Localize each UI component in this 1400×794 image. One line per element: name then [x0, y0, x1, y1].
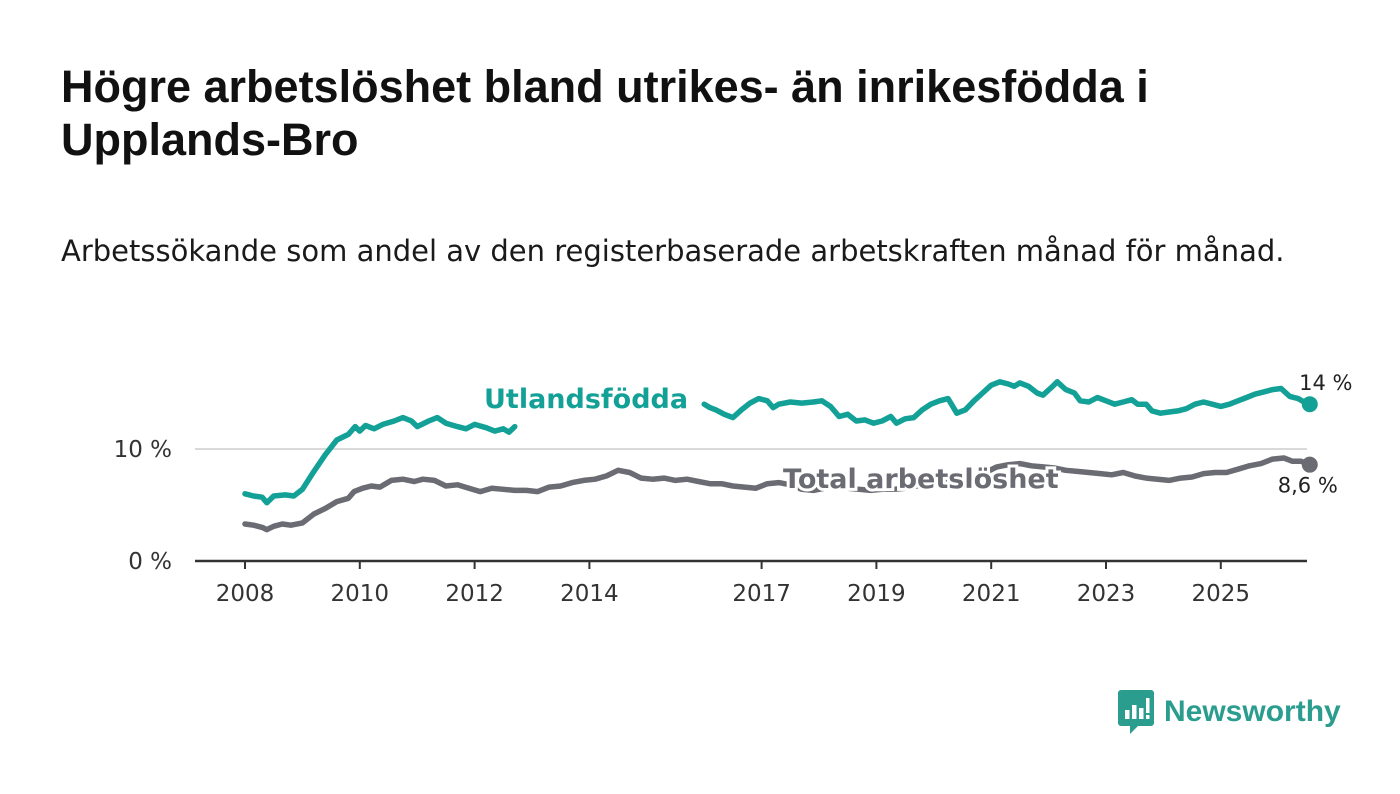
y-tick-label: 0 % — [128, 549, 172, 575]
newsworthy-logo-icon — [1118, 690, 1154, 734]
x-tick-label: 2008 — [216, 581, 275, 607]
y-tick-label: 10 % — [114, 437, 172, 463]
end-point-total — [1301, 456, 1318, 473]
brand-logo: Newsworthy — [1118, 690, 1341, 734]
series-line-utlandsfodda — [242, 379, 1313, 506]
end-point-utlandsfodda — [1301, 396, 1318, 413]
series-lines — [242, 379, 1318, 533]
chart-subtitle: Arbetssökande som andel av den registerb… — [61, 234, 1285, 268]
series-label-utlandsfodda: Utlandsfödda — [484, 384, 688, 415]
x-tick-label: 2021 — [962, 581, 1021, 607]
x-tick-label: 2017 — [732, 581, 791, 607]
x-tick-label: 2014 — [560, 581, 619, 607]
axes: 0 % 10 % 2008 2010 2012 2014 2017 2019 2021 2023 2… — [114, 437, 1307, 607]
line-chart: 0 % 10 % 2008 2010 2012 2014 2017 2019 2021 2023 2… — [114, 371, 1353, 607]
x-tick-label: 2012 — [445, 581, 504, 607]
series-labels: 14 % 8,6 % Utlandsfödda Total arbetslöshet — [481, 371, 1352, 498]
brand-name: Newsworthy — [1164, 695, 1341, 728]
x-tick-label: 2023 — [1077, 581, 1136, 607]
x-tick-label: 2025 — [1192, 581, 1251, 607]
end-label-total: 8,6 % — [1278, 474, 1338, 498]
x-tick-label: 2019 — [847, 581, 906, 607]
series-line-total — [242, 455, 1313, 533]
chart-title: Högre arbetslöshet bland utrikes- än inr… — [61, 61, 1149, 165]
series-label-total: Total arbetslöshet — [783, 464, 1059, 495]
x-tick-label: 2010 — [331, 581, 390, 607]
end-label-utlandsfodda: 14 % — [1299, 371, 1352, 395]
